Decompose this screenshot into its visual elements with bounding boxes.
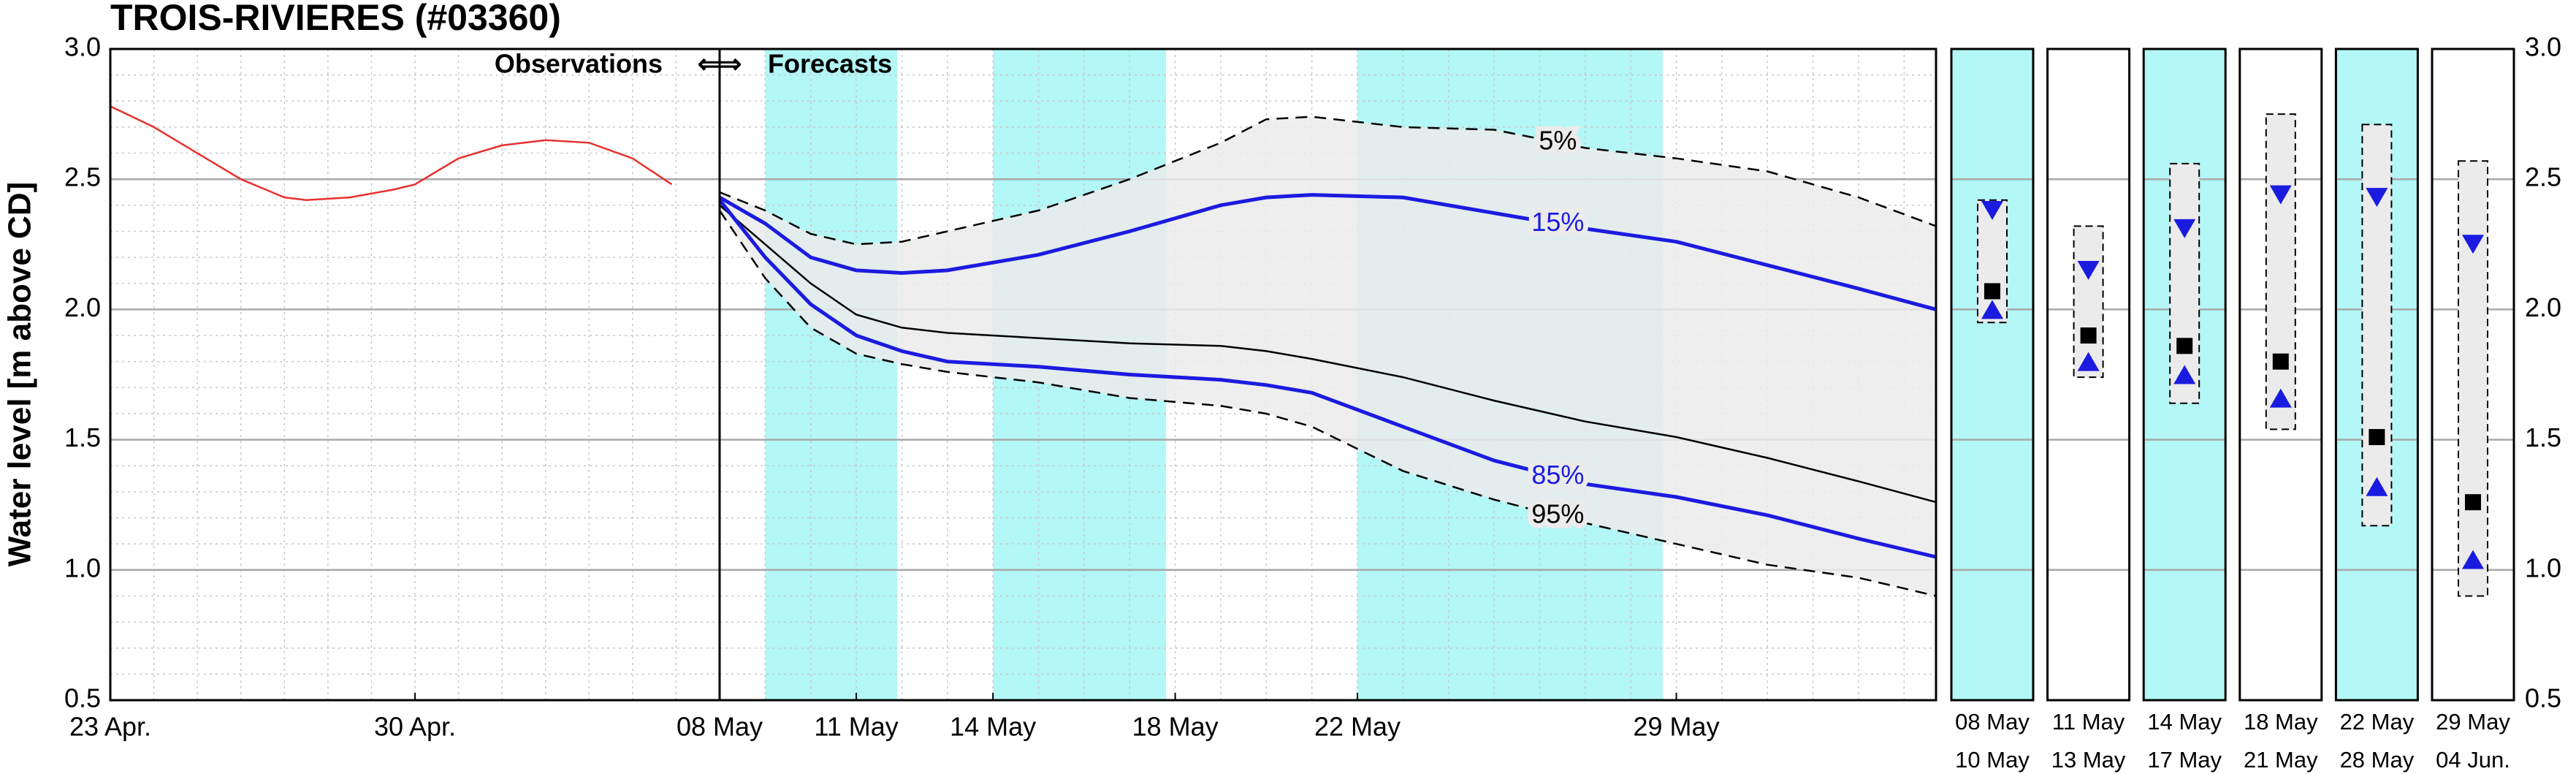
right-y-tick-label: 1.5 — [2525, 422, 2561, 452]
y-tick-label: 2.0 — [64, 292, 101, 322]
x-tick-label: 08 May — [677, 712, 763, 742]
week-panel-background — [1951, 49, 2033, 700]
period-end-label: 21 May — [2244, 747, 2318, 773]
forecast-line — [718, 199, 1937, 559]
period-start-label: 22 May — [2340, 709, 2415, 735]
week-panel-frame — [2431, 48, 2515, 702]
y-tick-label: 3.0 — [64, 32, 101, 62]
period-start-label: 29 May — [2436, 709, 2510, 735]
forecast-line — [718, 193, 1937, 311]
x-tick-label: 14 May — [950, 712, 1036, 742]
week-panel-frame — [2046, 48, 2131, 702]
median-marker — [2176, 338, 2193, 354]
plot-frame — [718, 48, 1937, 702]
right-y-tick-label: 2.5 — [2525, 162, 2561, 192]
forecast-bound-line — [718, 210, 1937, 597]
week-panel-frame — [2238, 48, 2323, 702]
observed-line — [110, 105, 673, 201]
down-triangle-marker — [2462, 235, 2484, 254]
chart-title: TROIS-RIVIERES (#03360) — [110, 0, 561, 38]
up-triangle-marker — [2269, 388, 2292, 408]
range-box — [2073, 225, 2104, 379]
period-end-label: 28 May — [2340, 747, 2415, 773]
median-marker — [2465, 494, 2481, 511]
forecast-line — [719, 204, 1937, 504]
x-tick-label: 29 May — [1634, 712, 1720, 742]
period-end-label: 04 Jun. — [2436, 747, 2510, 773]
week-panel-frame — [2142, 48, 2227, 702]
percentile-label: 15% — [1531, 207, 1584, 237]
right-y-tick-label: 0.5 — [2525, 683, 2561, 713]
period-start-label: 11 May — [2052, 709, 2125, 735]
annotation-arrows: ⇐⇒ — [698, 49, 742, 79]
percentile-label: 5% — [1539, 125, 1577, 155]
range-box — [2361, 124, 2393, 527]
y-tick-label: 2.5 — [64, 162, 101, 192]
x-tick-label: 23 Apr. — [69, 712, 151, 742]
median-marker — [2080, 327, 2097, 344]
median-marker — [2369, 429, 2385, 446]
week-panel-frame — [1950, 48, 2035, 702]
period-start-label: 14 May — [2147, 709, 2222, 735]
period-end-label: 17 May — [2147, 747, 2222, 773]
up-triangle-marker — [2366, 477, 2388, 496]
down-triangle-marker — [2269, 185, 2292, 205]
down-triangle-marker — [2077, 260, 2100, 280]
median-marker — [2272, 353, 2289, 370]
forecast-week-band — [765, 49, 898, 700]
y-tick-label: 1.5 — [64, 422, 101, 452]
period-start-label: 18 May — [2244, 709, 2318, 735]
period-end-label: 13 May — [2051, 747, 2126, 773]
percentile-label: 85% — [1531, 460, 1584, 490]
down-triangle-marker — [2173, 219, 2196, 238]
y-tick-label: 0.5 — [64, 683, 101, 713]
y-axis-label: Water level [m above CD] — [2, 182, 38, 567]
up-triangle-marker — [2077, 352, 2100, 371]
right-y-tick-label: 1.0 — [2525, 553, 2561, 583]
x-tick-label: 11 May — [814, 712, 898, 742]
forecast-bound-line — [719, 115, 1937, 246]
down-triangle-marker — [2366, 188, 2388, 208]
period-end-label: 10 May — [1955, 747, 2030, 773]
week-panel-frame — [2334, 48, 2419, 702]
period-start-label: 08 May — [1955, 709, 2030, 735]
range-box — [2458, 160, 2488, 597]
y-tick-label: 1.0 — [64, 553, 101, 583]
annotation-observations: Observations — [495, 49, 663, 79]
range-box — [2169, 162, 2200, 404]
up-triangle-marker — [2173, 365, 2196, 384]
median-marker — [1984, 283, 2000, 300]
x-tick-label: 30 Apr. — [374, 712, 456, 742]
x-tick-label: 22 May — [1314, 712, 1401, 742]
up-triangle-marker — [2462, 550, 2484, 569]
up-triangle-marker — [1981, 300, 2003, 319]
right-y-tick-label: 3.0 — [2525, 32, 2561, 62]
down-triangle-marker — [1981, 200, 2003, 220]
plot-background — [110, 49, 720, 700]
x-tick-label: 18 May — [1132, 712, 1219, 742]
annotation-forecasts: Forecasts — [768, 49, 892, 79]
right-y-tick-label: 2.0 — [2525, 292, 2561, 322]
range-box — [2265, 113, 2296, 430]
percentile-label: 95% — [1531, 499, 1584, 529]
